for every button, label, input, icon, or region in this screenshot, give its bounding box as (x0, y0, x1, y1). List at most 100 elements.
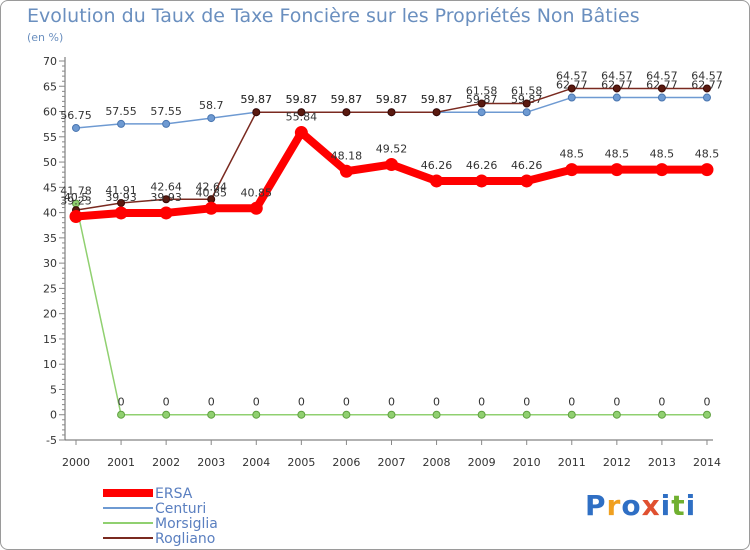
y-tick-label: 45 (43, 181, 57, 194)
x-tick-label: 2005 (287, 456, 315, 469)
data-label-rogliano: 64.57 (601, 69, 633, 82)
logo-letter: o (621, 489, 642, 522)
data-label-ersa: 40.85 (195, 186, 227, 199)
data-label-ersa: 39.23 (60, 194, 92, 207)
data-point-ersa (565, 163, 579, 177)
y-tick-label: 70 (43, 55, 57, 68)
logo-letter: x (641, 489, 661, 522)
x-tick-label: 2004 (242, 456, 270, 469)
data-point-rogliano (342, 108, 351, 117)
y-tick-label: 10 (43, 358, 57, 371)
data-label-centuri: 59.87 (331, 93, 363, 106)
data-point-ersa (69, 209, 83, 223)
data-point-rogliano (522, 99, 531, 108)
data-label-rogliano: 59.87 (421, 93, 453, 106)
data-label-rogliano: 61.58 (511, 85, 543, 98)
x-tick-label: 2009 (468, 456, 496, 469)
y-tick-label: 15 (43, 333, 57, 346)
data-point-rogliano (477, 99, 486, 108)
data-point-morsiglia (252, 410, 261, 419)
legend-label-centuri: Centuri (155, 501, 206, 517)
data-label-ersa: 48.5 (605, 148, 630, 161)
data-point-centuri (477, 108, 486, 117)
data-label-ersa: 48.5 (560, 148, 585, 161)
data-label-rogliano: 42.64 (195, 180, 227, 193)
data-point-morsiglia (567, 410, 576, 419)
data-label-morsiglia: 0 (658, 396, 665, 409)
data-label-centuri: 56.75 (60, 109, 92, 122)
data-label-ersa: 46.26 (421, 159, 453, 172)
y-tick-label: 50 (43, 156, 57, 169)
x-tick-label: 2011 (558, 456, 586, 469)
y-tick-label: 65 (43, 80, 57, 93)
data-label-rogliano: 42.64 (150, 180, 182, 193)
data-label-morsiglia: 0 (388, 396, 395, 409)
data-point-rogliano (387, 108, 396, 117)
data-label-rogliano: 59.87 (331, 93, 363, 106)
y-tick-label: 25 (43, 282, 57, 295)
chart-title: Evolution du Taux de Taxe Foncière sur l… (27, 5, 640, 27)
data-label-ersa: 48.5 (650, 148, 675, 161)
data-label-centuri: 59.87 (241, 93, 273, 106)
y-tick-label: 20 (43, 308, 57, 321)
data-point-centuri (657, 93, 666, 102)
data-label-morsiglia: 0 (523, 396, 530, 409)
chart-subtitle: (en %) (27, 31, 64, 44)
y-tick-label: 0 (50, 409, 57, 422)
data-label-centuri: 59.87 (421, 93, 453, 106)
logo-letter: t (671, 489, 686, 522)
data-label-morsiglia: 0 (298, 396, 305, 409)
data-point-morsiglia (207, 410, 216, 419)
data-label-ersa: 55.84 (286, 111, 318, 124)
logo-letter: P (585, 489, 607, 522)
data-label-morsiglia: 0 (343, 396, 350, 409)
data-point-ersa (520, 174, 534, 188)
data-point-centuri (522, 108, 531, 117)
y-tick-label: -5 (46, 434, 57, 447)
data-point-centuri (72, 123, 80, 132)
data-point-ersa (339, 164, 353, 178)
data-point-rogliano (432, 108, 441, 117)
data-label-rogliano: 64.57 (691, 69, 723, 82)
data-point-centuri (207, 114, 216, 123)
data-label-rogliano: 59.87 (241, 93, 273, 106)
data-point-morsiglia (432, 410, 441, 419)
x-tick-label: 2000 (62, 456, 90, 469)
data-point-centuri (702, 93, 711, 102)
data-label-morsiglia: 41.78 (60, 185, 92, 198)
x-tick-label: 2014 (693, 456, 721, 469)
data-point-morsiglia (387, 410, 396, 419)
x-tick-label: 2006 (332, 456, 360, 469)
data-label-ersa: 39.93 (105, 191, 137, 204)
data-point-centuri (162, 119, 171, 128)
data-label-morsiglia: 0 (253, 396, 260, 409)
proxiti-logo: Proxiti (585, 489, 696, 522)
data-label-rogliano: 64.57 (556, 69, 588, 82)
data-label-morsiglia: 0 (478, 396, 485, 409)
data-label-rogliano: 41.91 (105, 184, 137, 197)
data-point-centuri (567, 93, 576, 102)
data-label-rogliano: 40.5 (64, 191, 89, 204)
data-label-morsiglia: 0 (613, 396, 620, 409)
logo-letter: i (685, 489, 697, 522)
data-point-rogliano (252, 108, 261, 117)
legend-label-ersa: ERSA (155, 486, 193, 502)
y-tick-label: 30 (43, 257, 57, 270)
data-point-rogliano (612, 84, 621, 93)
data-point-morsiglia (477, 410, 486, 419)
data-point-rogliano (117, 198, 126, 207)
data-label-ersa: 49.52 (376, 142, 408, 155)
y-tick-label: 55 (43, 131, 57, 144)
data-point-rogliano (702, 84, 711, 93)
data-point-rogliano (162, 195, 171, 204)
x-tick-label: 2001 (107, 456, 135, 469)
data-point-morsiglia (612, 410, 621, 419)
data-label-ersa: 48.5 (695, 148, 720, 161)
x-tick-label: 2003 (197, 456, 225, 469)
x-tick-label: 2007 (377, 456, 405, 469)
data-label-morsiglia: 0 (118, 396, 125, 409)
data-point-morsiglia (657, 410, 666, 419)
data-point-morsiglia (117, 410, 126, 419)
data-point-morsiglia (702, 410, 711, 419)
